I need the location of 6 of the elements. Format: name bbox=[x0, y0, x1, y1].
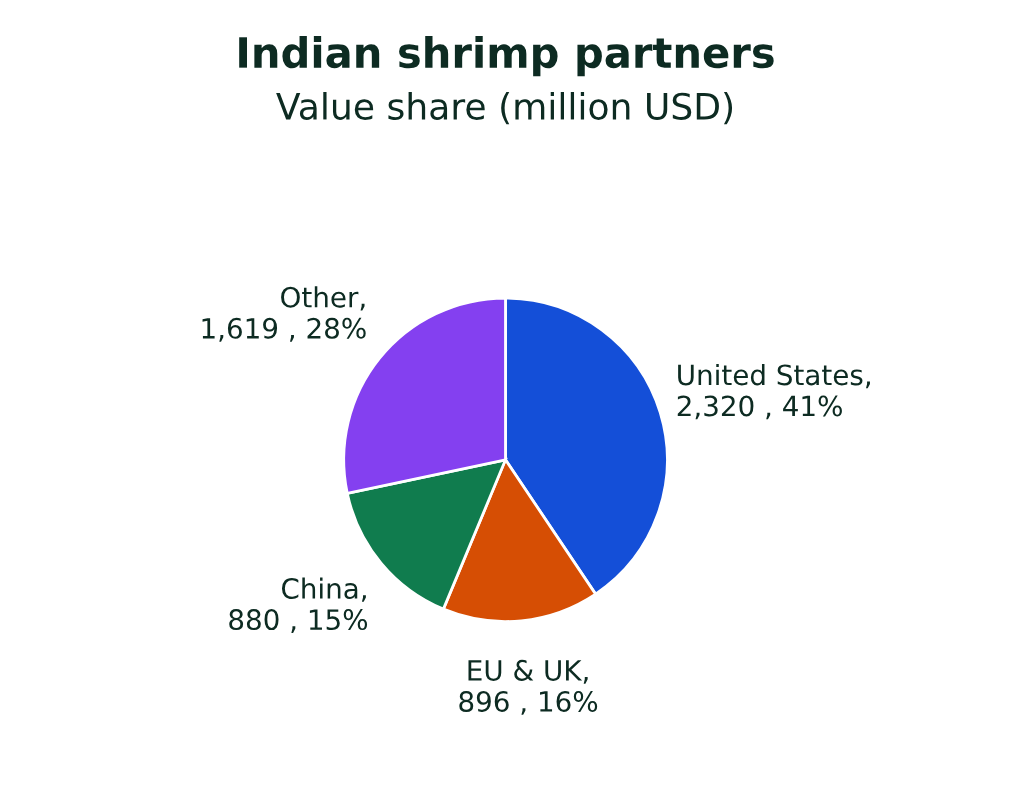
chart-subtitle: Value share (million USD) bbox=[276, 92, 733, 125]
chart-title: Indian shrimp partners bbox=[239, 36, 774, 77]
slice-label: Other, 1,619 , 28% bbox=[202, 286, 366, 342]
slice-label: United States, 2,320 , 41% bbox=[677, 363, 870, 420]
slice-label: EU & UK, 896 , 16% bbox=[459, 659, 598, 715]
slice-label: China, 880 , 15% bbox=[229, 577, 368, 633]
